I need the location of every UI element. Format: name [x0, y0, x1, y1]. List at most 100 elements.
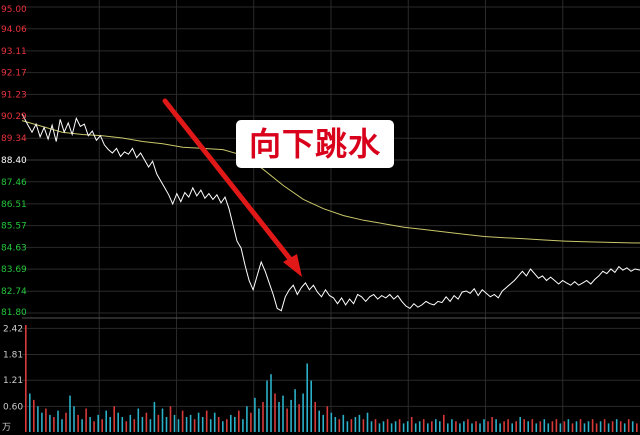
- volume-bar: [157, 414, 160, 432]
- arrow-head: [283, 254, 302, 277]
- volume-bar: [507, 419, 509, 432]
- volume-bar: [563, 421, 566, 432]
- volume-bar: [314, 402, 316, 432]
- volume-bar: [374, 419, 377, 432]
- volume-bar: [410, 417, 413, 432]
- volume-bar: [53, 417, 55, 432]
- volume-bar: [25, 325, 27, 432]
- volume-bar: [145, 412, 148, 432]
- volume-bar: [551, 421, 554, 432]
- volume-bar: [623, 423, 626, 432]
- price-axis-ticks: 95.00 94.06 93.11 92.17 91.23 90.29 89.34 88.40…: [1, 5, 27, 318]
- volume-bar: [258, 408, 260, 432]
- volume-bar: [362, 419, 365, 432]
- volume-bar: [378, 423, 381, 432]
- volume-bar: [177, 419, 180, 432]
- volume-bar: [495, 419, 497, 432]
- volume-bar: [121, 417, 124, 432]
- volume-bar: [471, 423, 473, 432]
- arrow-shaft: [162, 98, 297, 267]
- volume-bar: [346, 421, 349, 432]
- volume-bar: [487, 421, 489, 432]
- volume-tick-label: 0.60: [3, 402, 23, 412]
- volume-bar: [455, 421, 457, 432]
- volume-bar: [290, 399, 292, 432]
- average-price-line: [21, 120, 640, 244]
- volume-bar: [113, 406, 115, 432]
- volume-bar: [274, 393, 276, 432]
- volume-bar: [105, 410, 107, 432]
- volume-bar: [366, 412, 369, 432]
- volume-bar: [85, 408, 87, 432]
- annotation-text: 向下跳水: [248, 125, 381, 163]
- volume-bar: [153, 402, 156, 432]
- volume-bar: [447, 423, 449, 432]
- volume-tick-label: 1.21: [3, 376, 23, 386]
- volume-bar: [69, 395, 71, 432]
- volume-bar: [318, 410, 320, 432]
- volume-bar: [583, 423, 586, 432]
- price-tick-label: 94.06: [1, 25, 27, 35]
- volume-bar: [133, 419, 136, 432]
- volume-bar: [41, 412, 43, 432]
- volume-bar: [338, 419, 341, 432]
- volume-bar: [354, 417, 357, 432]
- volume-bar: [266, 380, 268, 432]
- volume-bar: [443, 414, 445, 432]
- volume-bar: [181, 410, 184, 432]
- down-arrow: [162, 98, 302, 277]
- volume-bar: [310, 380, 312, 432]
- volume-bar: [197, 412, 200, 432]
- volume-bar: [527, 421, 529, 432]
- volume-bar: [595, 423, 598, 432]
- volume-bar: [213, 412, 216, 432]
- volume-bar: [93, 421, 95, 432]
- volume-bar: [523, 419, 525, 432]
- volume-bar: [161, 408, 164, 432]
- price-tick-label: 87.46: [1, 178, 27, 188]
- volume-bar: [169, 406, 172, 432]
- volume-bar: [451, 419, 453, 432]
- volume-bar: [499, 423, 501, 432]
- volume-bar: [390, 423, 393, 432]
- volume-bar: [619, 421, 622, 432]
- volume-bar: [45, 408, 47, 432]
- volume-bar: [205, 410, 208, 432]
- volume-bar: [406, 421, 409, 432]
- volume-bar: [81, 419, 83, 432]
- volume-bar: [322, 414, 324, 432]
- price-tick-label: 89.34: [1, 134, 27, 144]
- volume-unit-label: 万: [2, 423, 11, 433]
- volume-bar: [599, 421, 602, 432]
- volume-bar: [37, 406, 39, 432]
- volume-bar: [342, 414, 345, 432]
- volume-bar: [226, 419, 228, 432]
- volume-bar: [201, 417, 204, 432]
- price-tick-label: 91.23: [1, 90, 27, 100]
- volume-bar: [185, 417, 188, 432]
- volume-bar: [358, 414, 361, 432]
- volume-bar: [418, 421, 421, 432]
- volume-bar: [217, 417, 220, 432]
- volume-bar: [77, 414, 79, 432]
- price-tick-label: 83.69: [1, 265, 27, 275]
- volume-axis-ticks: 2.42 1.81 1.21 0.60: [3, 324, 23, 412]
- volume-bar: [125, 421, 128, 432]
- volume-bar: [627, 419, 630, 432]
- volume-bar: [278, 402, 280, 432]
- annotation-box: [236, 120, 394, 168]
- volume-bar: [386, 419, 389, 432]
- volume-bar: [435, 419, 437, 432]
- volume-bar: [579, 419, 582, 432]
- price-tick-label: 95.00: [1, 5, 27, 15]
- volume-bar: [636, 423, 638, 432]
- volume-bar: [539, 421, 542, 432]
- volume-bar: [109, 417, 111, 432]
- volume-bar: [262, 402, 264, 432]
- price-tick-label: 81.80: [1, 308, 27, 318]
- volume-bar: [483, 419, 485, 432]
- price-tick-label: 88.40: [1, 156, 27, 166]
- volume-bar: [587, 421, 590, 432]
- volume-bar: [531, 419, 534, 432]
